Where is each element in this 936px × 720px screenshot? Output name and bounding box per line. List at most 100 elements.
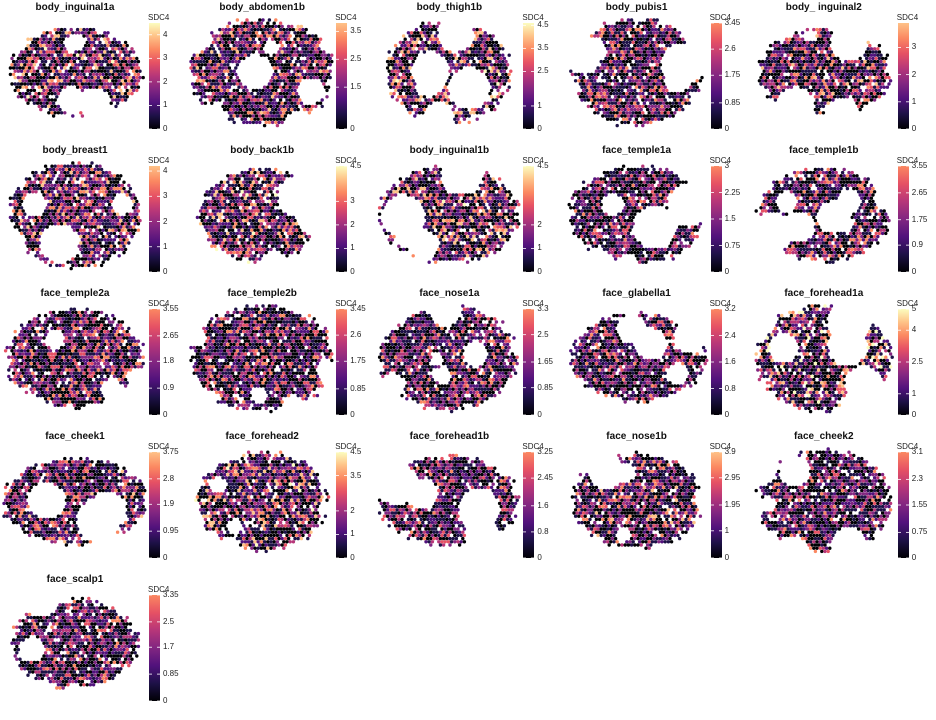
legend-title: SDC4 bbox=[896, 13, 919, 22]
colorbar-tick-label: 2.5 bbox=[537, 66, 549, 76]
tissue-spot-map bbox=[8, 27, 145, 118]
colorbar-tick-label: 0.75 bbox=[724, 240, 741, 250]
colorbar bbox=[897, 23, 909, 129]
tissue-spot-map bbox=[570, 450, 702, 550]
panel-body_pubis1: body_pubis1 SDC4 0 0.85 1.75 2.6 3.45 bbox=[562, 0, 749, 143]
colorbar-tick-label: 0 bbox=[350, 124, 355, 133]
colorbar-tick-label: 2 bbox=[163, 76, 168, 86]
colorbar-tick-label: 0 bbox=[350, 410, 355, 419]
colorbar-tick-label: 1 bbox=[724, 525, 730, 535]
colorbar-tick-label: 2 bbox=[537, 219, 542, 229]
tissue-spot-map bbox=[195, 167, 312, 264]
colorbar bbox=[523, 452, 535, 558]
colorbar bbox=[710, 23, 722, 129]
colorbar bbox=[710, 452, 722, 558]
panel-face_glabella1: face_glabella1 SDC4 0 0.8 1.6 2.4 3.2 bbox=[562, 286, 749, 429]
panel-face_cheek1: face_cheek1 SDC4 0 0.95 1.9 2.8 3.75 bbox=[0, 429, 187, 572]
panel-title: body_inguinal1a bbox=[35, 2, 115, 13]
colorbar bbox=[149, 452, 160, 558]
tissue-spot-map bbox=[189, 18, 334, 128]
panel-body_inguinal1a: body_inguinal1a SDC4 0 1 2 3 4 bbox=[0, 0, 187, 143]
tissue-spot-map bbox=[2, 456, 147, 547]
colorbar-tick-label: 0 bbox=[724, 410, 730, 419]
legend-title: SDC4 bbox=[709, 299, 731, 308]
colorbar-tick-label: 2.6 bbox=[724, 44, 736, 54]
panel-title: face_scalp1 bbox=[46, 574, 104, 585]
colorbar-tick-label: 4.5 bbox=[537, 161, 549, 170]
colorbar-tick-label: 1.9 bbox=[163, 499, 175, 509]
legend-title: SDC4 bbox=[335, 13, 357, 22]
colorbar-tick-label: 0.85 bbox=[537, 382, 553, 392]
colorbar bbox=[710, 166, 722, 272]
colorbar-tick-label: 4.5 bbox=[350, 447, 362, 456]
tissue-spot-map bbox=[194, 450, 331, 554]
panel-title: face_nose1b bbox=[606, 431, 667, 442]
panel-body_breast1: body_breast1 SDC4 0 1 2 3 4 bbox=[0, 143, 187, 286]
colorbar-tick-label: 0 bbox=[163, 124, 168, 133]
colorbar-tick-label: 0 bbox=[163, 267, 168, 276]
colorbar-tick-label: 2.5 bbox=[911, 357, 923, 366]
legend-title: SDC4 bbox=[709, 442, 731, 451]
colorbar-tick-label: 3.45 bbox=[350, 304, 366, 313]
colorbar-tick-label: 1.95 bbox=[724, 500, 741, 509]
panel-title: face_glabella1 bbox=[602, 288, 671, 299]
panel-title: body_breast1 bbox=[42, 145, 108, 156]
colorbar-tick-label: 1.75 bbox=[724, 70, 741, 80]
colorbar-tick-label: 0.85 bbox=[724, 97, 741, 107]
colorbar-tick-label: 1 bbox=[537, 100, 542, 110]
colorbar-tick-label: 0 bbox=[724, 267, 730, 276]
colorbar-tick-label: 3.9 bbox=[724, 447, 736, 456]
colorbar bbox=[149, 23, 160, 129]
colorbar-tick-label: 0 bbox=[163, 410, 168, 419]
panel-title: body_back1b bbox=[230, 145, 295, 156]
colorbar bbox=[336, 23, 348, 129]
colorbar-tick-label: 4 bbox=[911, 325, 917, 335]
panel-face_cheek2: face_cheek2 SDC4 0 0.75 1.55 2.3 3.1 bbox=[749, 429, 936, 572]
colorbar bbox=[897, 166, 909, 272]
legend-title: SDC4 bbox=[148, 299, 170, 308]
colorbar bbox=[336, 452, 348, 558]
colorbar bbox=[149, 309, 160, 415]
colorbar-tick-label: 1 bbox=[911, 96, 917, 106]
colorbar bbox=[336, 166, 348, 272]
colorbar-tick-label: 2.3 bbox=[911, 474, 923, 484]
colorbar-tick-label: 3.3 bbox=[537, 304, 549, 313]
panel-title: body_thigh1b bbox=[416, 2, 483, 13]
panel-title: face_cheek2 bbox=[794, 431, 854, 442]
colorbar-tick-label: 0.85 bbox=[350, 383, 366, 393]
legend-title: SDC4 bbox=[896, 156, 919, 165]
panel-face_nose1b: face_nose1b SDC4 0 1 1.95 2.95 3.9 bbox=[562, 429, 749, 572]
tissue-spot-map bbox=[567, 164, 702, 264]
colorbar-tick-label: 2.25 bbox=[724, 187, 741, 197]
colorbar bbox=[710, 309, 722, 415]
colorbar-tick-label: 0.9 bbox=[911, 240, 923, 250]
legend-title: SDC4 bbox=[896, 442, 919, 451]
colorbar-tick-label: 2.5 bbox=[163, 616, 175, 626]
panel-title: face_temple2b bbox=[227, 288, 297, 299]
colorbar-tick-label: 0 bbox=[537, 410, 542, 419]
colorbar-tick-label: 2 bbox=[163, 216, 168, 226]
colorbar-tick-label: 3.5 bbox=[350, 470, 362, 480]
panel-title: face_temple1b bbox=[789, 145, 859, 156]
colorbar-tick-label: 3.75 bbox=[163, 447, 179, 456]
colorbar-tick-label: 0.75 bbox=[911, 527, 928, 537]
colorbar-tick-label: 3.45 bbox=[724, 18, 741, 27]
tissue-spot-map bbox=[568, 310, 709, 404]
legend-title: SDC4 bbox=[148, 585, 170, 594]
panel-face_nose1a: face_nose1a SDC4 0 0.85 1.65 2.5 3.3 bbox=[374, 286, 561, 429]
colorbar-tick-label: 0 bbox=[911, 410, 917, 419]
colorbar-tick-label: 4.5 bbox=[537, 20, 549, 30]
colorbar-tick-label: 3 bbox=[163, 191, 168, 201]
panel-body_back1b: body_back1b SDC4 0 1 2 3 4.5 bbox=[187, 143, 374, 286]
colorbar-tick-label: 2.8 bbox=[163, 473, 175, 483]
legend-title: SDC4 bbox=[335, 442, 357, 451]
panel-face_scalp1: face_scalp1 SDC4 0 0.85 1.7 2.5 3.35 bbox=[0, 572, 187, 715]
panel-title: face_nose1a bbox=[419, 288, 480, 299]
panel-face_temple2a: face_temple2a SDC4 0 0.9 1.8 2.65 3.55 bbox=[0, 286, 187, 429]
colorbar-tick-label: 2 bbox=[350, 219, 355, 229]
panel-face_forehead2: face_forehead2 SDC4 0 1 2 3.5 4.5 bbox=[187, 429, 374, 572]
tissue-spot-map bbox=[378, 453, 521, 547]
colorbar-tick-label: 0 bbox=[163, 553, 168, 562]
colorbar-tick-label: 0.9 bbox=[163, 383, 175, 393]
panel-title: body_pubis1 bbox=[605, 2, 668, 13]
